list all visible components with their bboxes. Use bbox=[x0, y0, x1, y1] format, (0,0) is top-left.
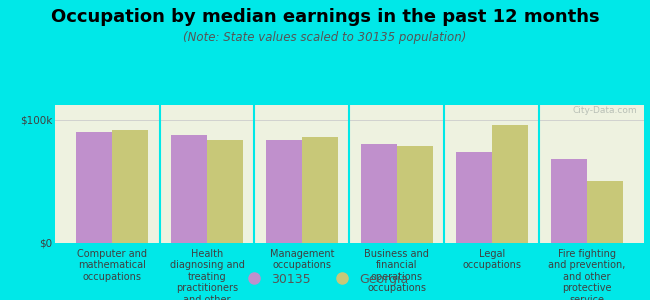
Bar bbox=[76, 132, 112, 243]
Bar bbox=[112, 130, 148, 243]
Bar bbox=[586, 182, 623, 243]
Text: City-Data.com: City-Data.com bbox=[573, 106, 638, 116]
Bar bbox=[361, 144, 396, 243]
Bar bbox=[207, 140, 243, 243]
Bar bbox=[171, 135, 207, 243]
Bar bbox=[302, 137, 338, 243]
Legend: 30135, Georgia: 30135, Georgia bbox=[236, 268, 414, 291]
Text: Occupation by median earnings in the past 12 months: Occupation by median earnings in the pas… bbox=[51, 8, 599, 26]
Text: (Note: State values scaled to 30135 population): (Note: State values scaled to 30135 popu… bbox=[183, 32, 467, 44]
Bar bbox=[491, 125, 528, 243]
Bar bbox=[266, 140, 302, 243]
Bar bbox=[396, 146, 433, 243]
Bar bbox=[456, 152, 491, 243]
Bar bbox=[551, 159, 586, 243]
